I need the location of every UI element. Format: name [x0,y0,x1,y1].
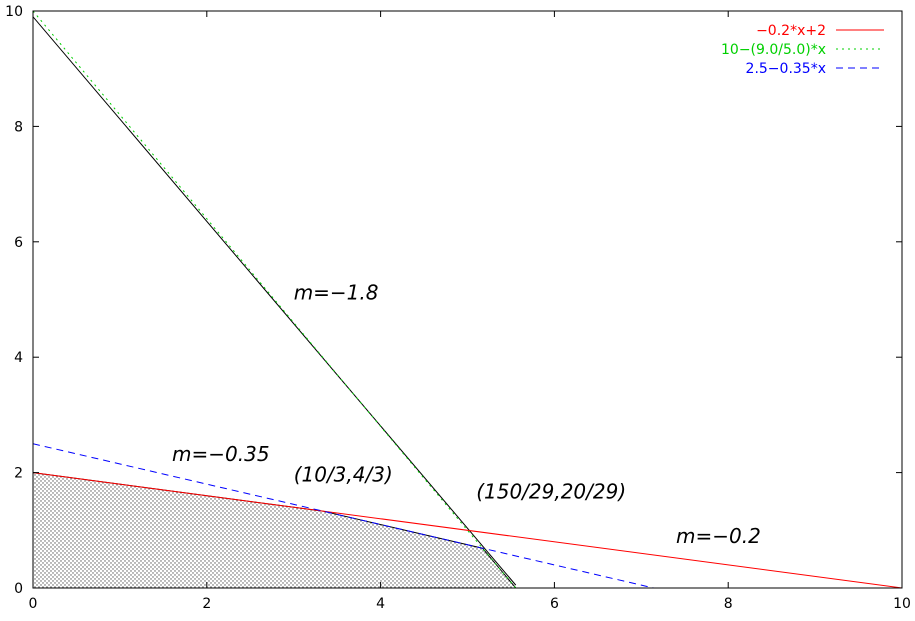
series-line-0 [33,472,902,588]
annotation-layer: m=−1.8 m=−0.35 (10/3,4/3) (150/29,20/29) m=−… [172,281,761,548]
tick-layer: 0 2 4 6 8 10 0 2 4 6 8 10 [5,4,911,612]
legend-label-0: −0.2*x+2 [756,23,826,39]
x-tick-label-5: 10 [893,596,911,612]
y-tick-label-2: 4 [14,350,23,366]
feasible-region-layer [33,472,517,588]
plot-frame [32,10,903,589]
annotation-4: m=−0.2 [676,524,761,548]
y-tick-label-4: 8 [14,119,23,135]
y-tick-label-5: 10 [5,4,23,20]
legend-label-2: 2.5−0.35*x [746,61,826,77]
feasible-region [33,472,517,588]
x-tick-label-3: 6 [550,596,559,612]
x-tick-label-1: 2 [202,596,211,612]
annotation-3: (150/29,20/29) [476,480,626,504]
annotation-1: m=−0.35 [172,442,270,466]
legend: −0.2*x+2 10−(9.0/5.0)*x 2.5−0.35*x [721,23,884,77]
x-tick-label-2: 4 [376,596,385,612]
series-line-2 [33,443,654,588]
x-tick-label-4: 8 [724,596,733,612]
black-boundary-line [33,16,517,586]
annotation-2: (10/3,4/3) [294,462,393,486]
series-layer [33,11,902,588]
annotation-0: m=−1.8 [294,281,379,305]
y-tick-label-3: 6 [14,235,23,251]
y-tick-label-0: 0 [14,581,23,597]
legend-label-1: 10−(9.0/5.0)*x [721,42,826,58]
y-tick-label-1: 2 [14,466,23,482]
x-tick-label-0: 0 [29,596,38,612]
